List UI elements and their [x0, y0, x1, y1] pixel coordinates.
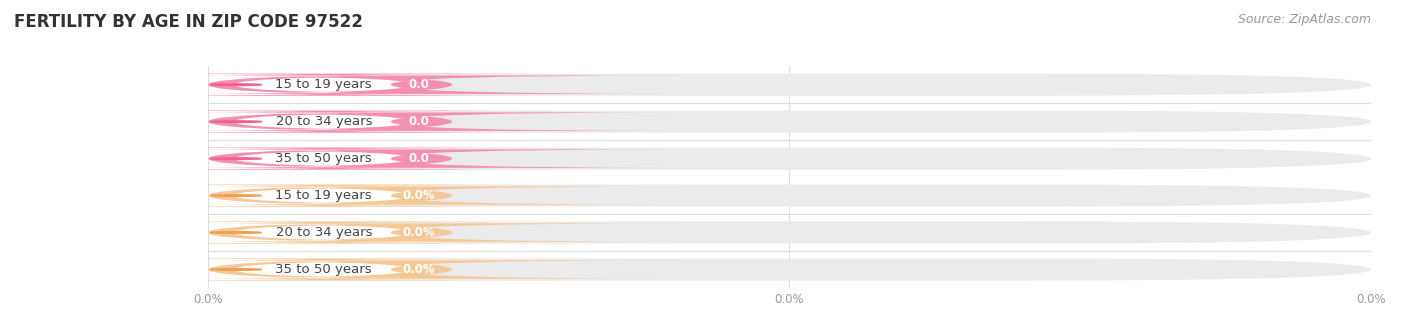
- Circle shape: [211, 195, 262, 196]
- Text: Source: ZipAtlas.com: Source: ZipAtlas.com: [1237, 13, 1371, 26]
- Circle shape: [211, 158, 262, 160]
- Text: 20 to 34 years: 20 to 34 years: [276, 226, 373, 239]
- FancyBboxPatch shape: [104, 184, 557, 207]
- FancyBboxPatch shape: [208, 111, 1371, 133]
- FancyBboxPatch shape: [104, 111, 557, 133]
- FancyBboxPatch shape: [208, 73, 1371, 96]
- Text: 0.0%: 0.0%: [402, 189, 434, 202]
- FancyBboxPatch shape: [104, 221, 557, 244]
- Circle shape: [211, 84, 262, 85]
- FancyBboxPatch shape: [156, 223, 682, 242]
- Text: 0.0: 0.0: [408, 115, 429, 128]
- FancyBboxPatch shape: [124, 113, 524, 131]
- FancyBboxPatch shape: [156, 75, 682, 94]
- FancyBboxPatch shape: [156, 260, 682, 279]
- FancyBboxPatch shape: [104, 259, 557, 281]
- Text: 35 to 50 years: 35 to 50 years: [276, 263, 373, 276]
- FancyBboxPatch shape: [156, 149, 682, 168]
- Text: 0.0%: 0.0%: [402, 226, 434, 239]
- Circle shape: [211, 121, 262, 122]
- Circle shape: [211, 269, 262, 270]
- FancyBboxPatch shape: [124, 223, 524, 242]
- Text: 35 to 50 years: 35 to 50 years: [276, 152, 373, 165]
- FancyBboxPatch shape: [208, 259, 1371, 281]
- FancyBboxPatch shape: [124, 149, 524, 168]
- Text: 0.0%: 0.0%: [402, 263, 434, 276]
- FancyBboxPatch shape: [124, 260, 524, 279]
- FancyBboxPatch shape: [104, 148, 557, 170]
- FancyBboxPatch shape: [104, 73, 557, 96]
- FancyBboxPatch shape: [208, 184, 1371, 207]
- Text: 15 to 19 years: 15 to 19 years: [276, 78, 373, 91]
- Text: FERTILITY BY AGE IN ZIP CODE 97522: FERTILITY BY AGE IN ZIP CODE 97522: [14, 13, 363, 31]
- Circle shape: [211, 232, 262, 233]
- FancyBboxPatch shape: [124, 186, 524, 205]
- Text: 0.0: 0.0: [408, 152, 429, 165]
- FancyBboxPatch shape: [208, 148, 1371, 170]
- FancyBboxPatch shape: [156, 113, 682, 131]
- Text: 20 to 34 years: 20 to 34 years: [276, 115, 373, 128]
- FancyBboxPatch shape: [156, 186, 682, 205]
- FancyBboxPatch shape: [208, 221, 1371, 244]
- Text: 0.0: 0.0: [408, 78, 429, 91]
- FancyBboxPatch shape: [124, 75, 524, 94]
- Text: 15 to 19 years: 15 to 19 years: [276, 189, 373, 202]
